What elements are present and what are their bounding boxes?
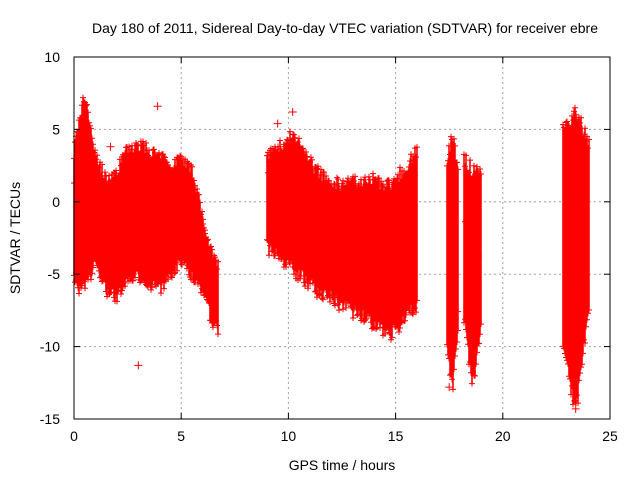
- y-tick-label: 5: [52, 121, 60, 137]
- y-tick-label: -10: [40, 339, 60, 355]
- y-tick-label: 10: [44, 49, 60, 65]
- axis-ticks: [73, 56, 611, 420]
- x-tick-label: 0: [70, 428, 78, 444]
- data-point: [134, 361, 143, 370]
- y-tick-label: -15: [40, 411, 60, 427]
- plot-frame: [73, 56, 611, 420]
- data-point: [374, 306, 383, 315]
- chart-title: Day 180 of 2011, Sidereal Day-to-day VTE…: [92, 20, 598, 36]
- data-point: [571, 404, 580, 413]
- data-point: [445, 383, 454, 392]
- x-tick-label: 15: [388, 428, 404, 444]
- data-point: [106, 142, 115, 151]
- data-point: [288, 108, 297, 117]
- y-axis-label: SDTVAR / TECUs: [7, 182, 23, 294]
- x-tick-label: 5: [177, 428, 185, 444]
- x-axis-label: GPS time / hours: [289, 457, 396, 473]
- x-tick-labels: 0 5 10 15 20 25: [70, 428, 618, 444]
- y-tick-labels: -15 -10 -5 0 5 10: [40, 49, 60, 427]
- x-tick-label: 25: [602, 428, 618, 444]
- data-point: [153, 102, 162, 111]
- x-tick-label: 10: [281, 428, 297, 444]
- x-tick-label: 20: [495, 428, 511, 444]
- y-tick-label: 0: [52, 194, 60, 210]
- data-points: [71, 94, 592, 413]
- y-tick-label: -5: [48, 266, 61, 282]
- data-point: [273, 119, 282, 128]
